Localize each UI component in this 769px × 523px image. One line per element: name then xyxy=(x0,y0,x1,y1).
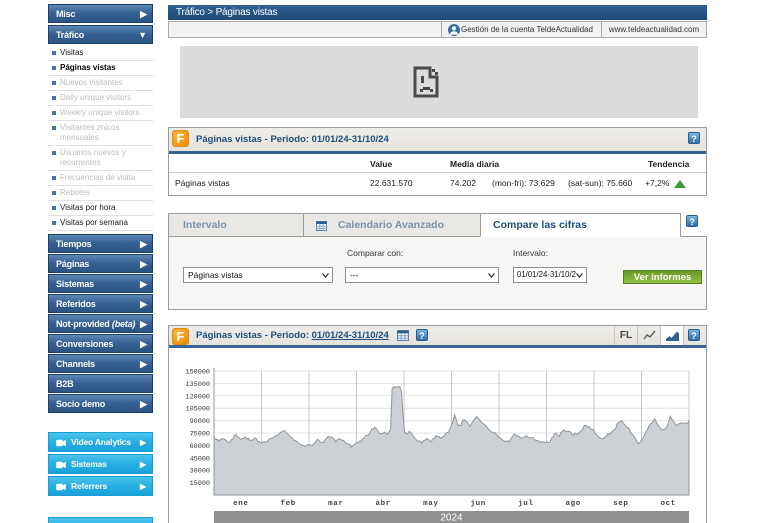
svg-text:feb: feb xyxy=(281,500,296,508)
svg-text:mar: mar xyxy=(328,500,343,508)
svg-text:sep: sep xyxy=(613,500,628,508)
svg-text:75000: 75000 xyxy=(190,431,210,439)
svg-text:45000: 45000 xyxy=(190,455,210,463)
svg-text:120000: 120000 xyxy=(186,393,210,401)
svg-text:60000: 60000 xyxy=(190,443,210,451)
svg-text:135000: 135000 xyxy=(186,381,210,389)
svg-text:105000: 105000 xyxy=(186,406,210,414)
svg-text:ago: ago xyxy=(566,500,581,508)
svg-text:jul: jul xyxy=(518,500,533,508)
svg-text:ene: ene xyxy=(233,500,248,508)
svg-text:15000: 15000 xyxy=(190,480,210,488)
svg-text:abr: abr xyxy=(376,500,391,508)
svg-text:2024: 2024 xyxy=(440,513,463,523)
svg-text:30000: 30000 xyxy=(190,468,210,476)
svg-text:jun: jun xyxy=(471,500,486,508)
svg-text:oct: oct xyxy=(661,500,676,508)
svg-text:150000: 150000 xyxy=(186,369,210,377)
svg-text:may: may xyxy=(423,500,438,508)
svg-text:90000: 90000 xyxy=(190,418,210,426)
